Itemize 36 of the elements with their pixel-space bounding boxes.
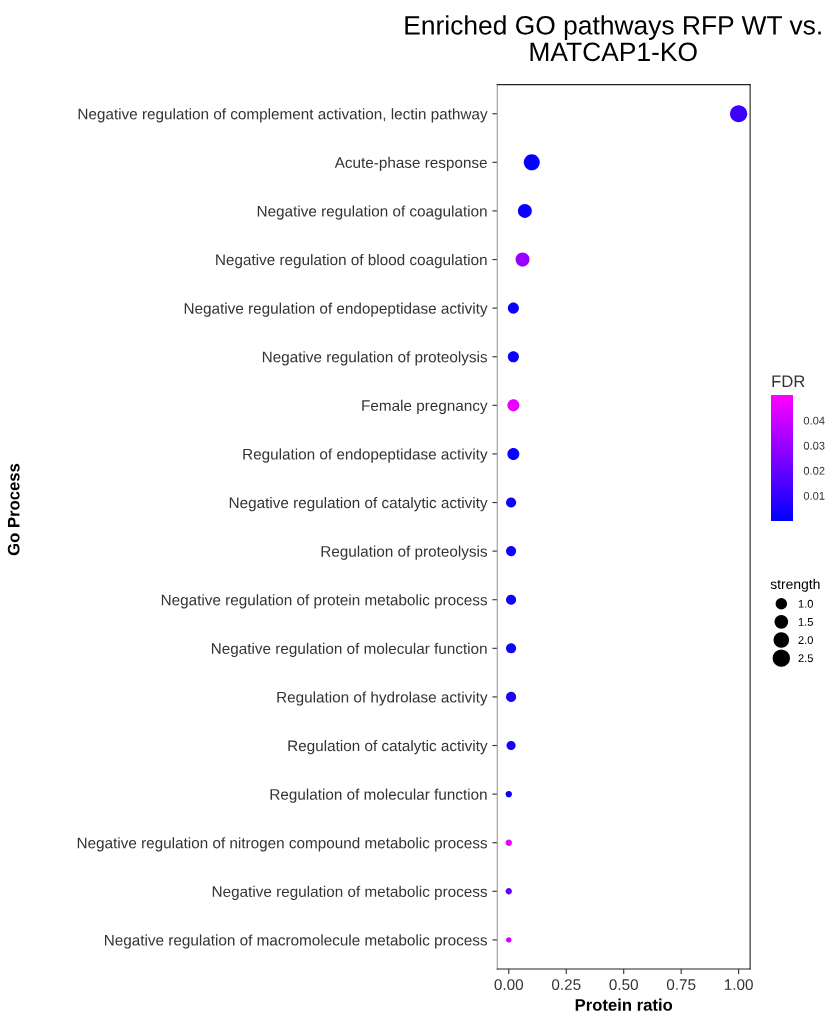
y-tick-label: Negative regulation of nitrogen compound metabolic process bbox=[77, 837, 488, 852]
y-tick-label: Negative regulation of molecular function bbox=[211, 642, 487, 658]
color-bar-title: FDR bbox=[772, 375, 805, 388]
x-tick-label: 0.50 bbox=[609, 979, 638, 991]
y-tick-label: Regulation of proteolysis bbox=[321, 545, 488, 560]
y-tick-label: Negative regulation of coagulation bbox=[257, 205, 487, 220]
x-tick-label: 0.00 bbox=[494, 979, 524, 991]
x-axis-title: Protein ratio bbox=[575, 998, 673, 1011]
legend-label: 1.5 bbox=[798, 618, 813, 626]
y-tick-label: Regulation of molecular function bbox=[270, 788, 487, 803]
y-tick-label: Regulation of hydrolase activity bbox=[277, 691, 488, 706]
color-bar-label: 0.01 bbox=[803, 491, 825, 500]
y-tick-label: Acute-phase response bbox=[334, 156, 487, 172]
legend-label: 2.0 bbox=[798, 636, 813, 644]
y-tick-label: Negative regulation of protein metabolic process bbox=[161, 594, 488, 609]
y-tick-label: Negative regulation of metabolic process bbox=[212, 885, 488, 901]
color-bar-label: 0.04 bbox=[803, 416, 825, 425]
chart-title: Enriched GO pathways RFP WT vs. MATCAP1-KO bbox=[405, 15, 821, 62]
legend-label: 2.5 bbox=[798, 654, 813, 663]
x-tick-label: 1.00 bbox=[724, 979, 753, 991]
legend-label: 1.0 bbox=[798, 599, 813, 608]
color-bar-label: 0.03 bbox=[803, 441, 825, 450]
y-tick-label: Regulation of endopeptidase activity bbox=[243, 448, 488, 463]
y-tick-label: Negative regulation of blood coagulation bbox=[216, 254, 487, 269]
y-tick-label: Negative regulation of endopeptidase activity bbox=[184, 302, 488, 317]
color-bar-label: 0.02 bbox=[803, 466, 825, 475]
y-tick-label: Negative regulation of macromolecule metabolic process bbox=[105, 934, 488, 949]
y-tick-label: Negative regulation of proteolysis bbox=[262, 351, 488, 366]
y-tick-label: Regulation of catalytic activity bbox=[288, 739, 488, 755]
y-tick-label: Negative regulation of catalytic activity bbox=[229, 496, 488, 512]
y-tick-label: Female pregnancy bbox=[362, 399, 488, 415]
x-tick-label: 0.75 bbox=[666, 979, 696, 991]
x-tick-label: 0.25 bbox=[551, 979, 581, 991]
y-axis-title: Go Process bbox=[7, 463, 20, 556]
y-tick-label: Negative regulation of complement activation, lectin pathway bbox=[78, 108, 488, 123]
legend-title: strength bbox=[770, 578, 820, 592]
